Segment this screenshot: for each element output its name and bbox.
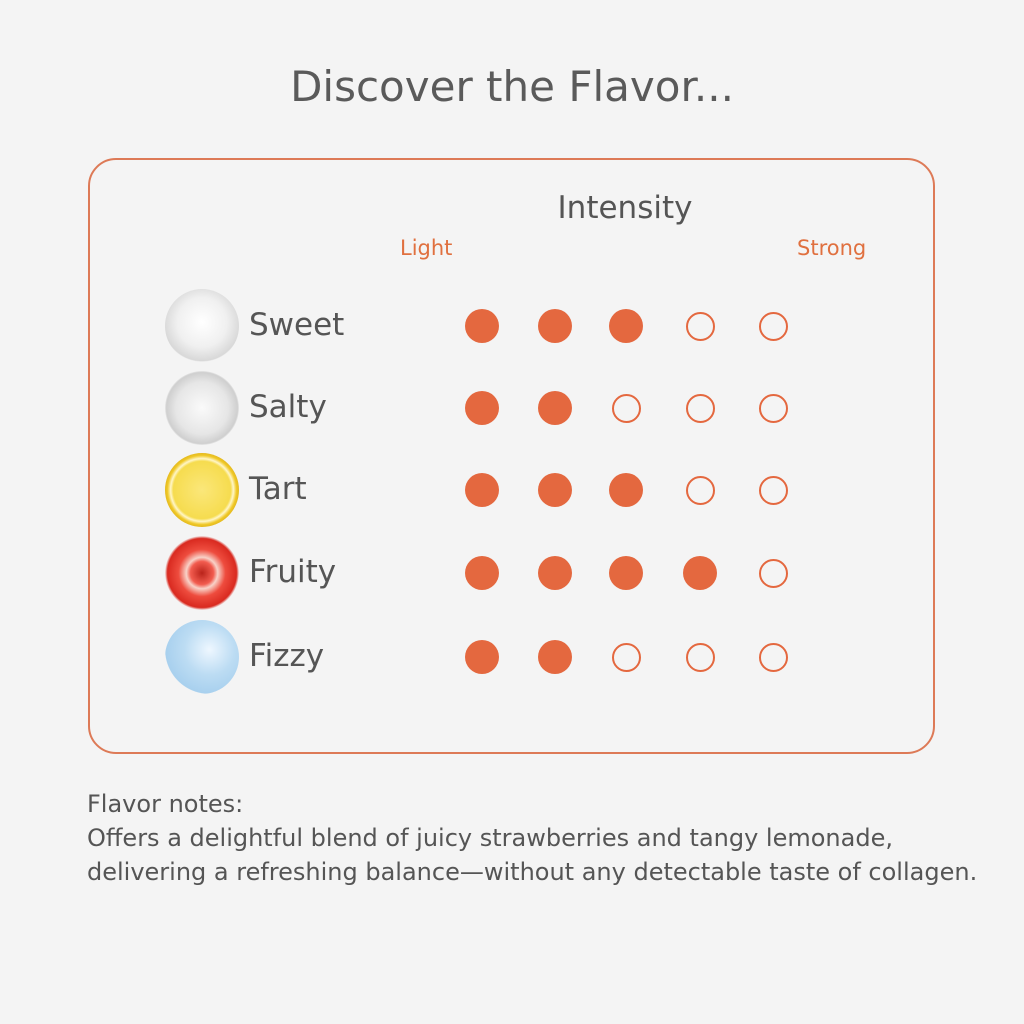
flavor-notes-title: Flavor notes: — [87, 790, 244, 818]
filled-dot — [538, 556, 572, 590]
filled-dot — [538, 391, 572, 425]
flavor-name: Fruity — [249, 554, 337, 590]
empty-dot — [611, 642, 641, 672]
filled-dot — [465, 309, 499, 343]
empty-dot — [685, 642, 715, 672]
flavor-name: Sweet — [249, 307, 345, 343]
sugar-icon — [165, 289, 239, 363]
lemon-icon — [165, 453, 239, 527]
filled-dot — [465, 556, 499, 590]
empty-dot — [685, 475, 715, 505]
scale-min-label: Light — [400, 236, 453, 260]
empty-dot — [758, 558, 788, 588]
empty-dot — [758, 642, 788, 672]
strawberry-icon — [165, 536, 239, 610]
empty-dot — [758, 393, 788, 423]
empty-dot — [611, 393, 641, 423]
intensity-heading: Intensity — [557, 190, 693, 226]
filled-dot — [538, 640, 572, 674]
flavor-notes: Flavor notes: Offers a delightful blend … — [87, 787, 987, 889]
filled-dot — [609, 309, 643, 343]
filled-dot — [683, 556, 717, 590]
empty-dot — [758, 475, 788, 505]
filled-dot — [465, 640, 499, 674]
flavor-name: Tart — [249, 471, 307, 507]
filled-dot — [465, 391, 499, 425]
filled-dot — [609, 556, 643, 590]
flavor-name: Salty — [249, 389, 327, 425]
filled-dot — [538, 473, 572, 507]
empty-dot — [685, 311, 715, 341]
scale-max-label: Strong — [797, 236, 867, 260]
salt-icon — [165, 371, 239, 445]
filled-dot — [609, 473, 643, 507]
flavor-card — [88, 158, 935, 754]
empty-dot — [758, 311, 788, 341]
empty-dot — [685, 393, 715, 423]
filled-dot — [538, 309, 572, 343]
flavor-notes-text: Offers a delightful blend of juicy straw… — [87, 824, 978, 886]
bubbles-icon — [165, 620, 239, 694]
flavor-name: Fizzy — [249, 638, 325, 674]
filled-dot — [465, 473, 499, 507]
page-title: Discover the Flavor... — [290, 62, 734, 111]
